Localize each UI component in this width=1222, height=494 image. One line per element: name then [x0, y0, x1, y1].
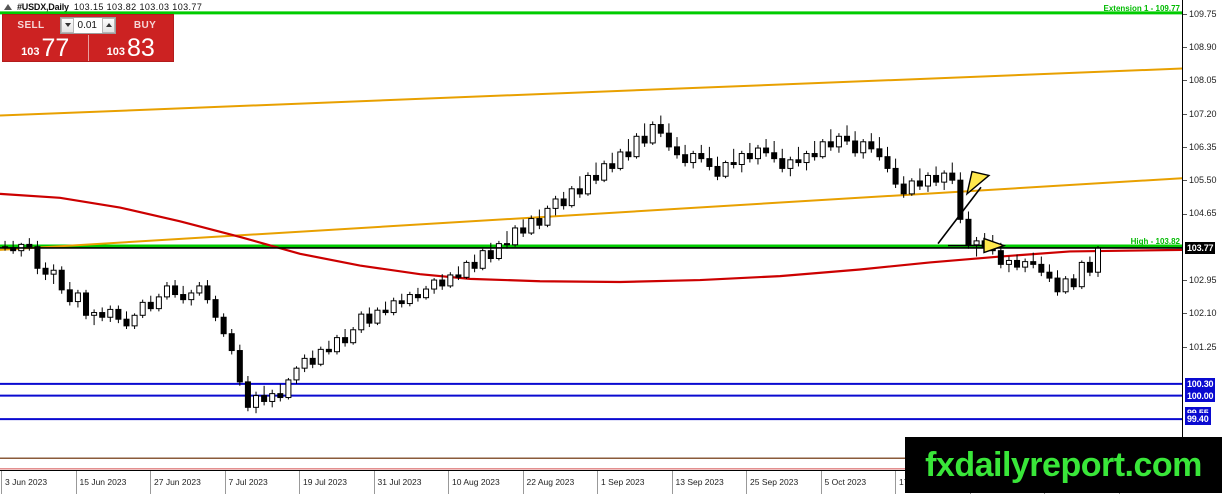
ohlc-values: 103.15 103.82 103.03 103.77: [73, 1, 203, 12]
price-tick: 104.65: [1183, 208, 1222, 218]
date-tick: 13 Sep 2023: [671, 471, 724, 494]
price-tag: 99.40: [1185, 413, 1211, 426]
buy-price-integer: 103: [106, 46, 126, 58]
price-axis[interactable]: 109.75 108.90 108.05 107.20 106.35 105.50 104.…: [1182, 0, 1222, 475]
price-tick: 102.95: [1183, 275, 1222, 285]
sell-button[interactable]: SELL: [17, 19, 45, 31]
one-click-trading-panel[interactable]: SELL 0.01 BUY 103 77 103 83: [2, 14, 174, 62]
date-tick: 15 Jun 2023: [75, 471, 126, 494]
price-tag: 100.00: [1185, 389, 1216, 402]
price-tag: 100.30: [1185, 377, 1216, 390]
price-tick: 109.75: [1183, 9, 1222, 19]
price-tag: 103.77: [1185, 241, 1216, 254]
date-tick: 1 Sep 2023: [597, 471, 644, 494]
price-tick: 108.05: [1183, 75, 1222, 85]
symbol-label: #USDX,Daily: [17, 1, 69, 12]
sell-price-fraction: 77: [41, 34, 70, 62]
watermark: fxdailyreport.com: [905, 437, 1222, 493]
caret-up-icon[interactable]: [102, 17, 115, 33]
price-tick: 106.35: [1183, 142, 1222, 152]
trade-panel-controls[interactable]: SELL 0.01 BUY: [3, 15, 173, 35]
date-tick: 31 Jul 2023: [373, 471, 421, 494]
date-tick: 7 Jul 2023: [224, 471, 268, 494]
buy-price[interactable]: 103 83: [89, 35, 174, 61]
level-label: High - 103.82: [1130, 236, 1180, 246]
price-chart-svg: [0, 11, 1182, 470]
date-tick: 25 Sep 2023: [746, 471, 798, 494]
caret-down-icon[interactable]: [61, 17, 74, 33]
trade-panel-prices: 103 77 103 83: [3, 35, 173, 61]
volume-stepper[interactable]: 0.01: [60, 16, 116, 34]
date-tick: 19 Jul 2023: [299, 471, 347, 494]
triangle-up-icon[interactable]: [4, 3, 12, 10]
date-tick: 3 Jun 2023: [1, 471, 47, 494]
date-tick: 22 Aug 2023: [522, 471, 574, 494]
sell-price-integer: 103: [21, 46, 40, 58]
date-tick: 5 Oct 2023: [820, 471, 866, 494]
level-label: Extension 1 - 109.77: [1103, 3, 1180, 13]
date-tick: 10 Aug 2023: [448, 471, 500, 494]
price-tick: 105.50: [1183, 175, 1222, 185]
price-tick: 107.20: [1183, 109, 1222, 119]
sell-price[interactable]: 103 77: [3, 35, 89, 61]
watermark-text: fxdailyreport.com: [925, 445, 1202, 484]
chart-titlebar: #USDX,Daily 103.15 103.82 103.03 103.77: [0, 0, 1222, 13]
price-tick: 108.90: [1183, 42, 1222, 52]
price-tick: 101.25: [1183, 342, 1222, 352]
price-tick: 102.10: [1183, 308, 1222, 318]
volume-value[interactable]: 0.01: [77, 19, 97, 31]
chart-plot-area[interactable]: [0, 0, 1182, 470]
buy-price-fraction: 83: [127, 34, 155, 62]
buy-button[interactable]: BUY: [133, 19, 157, 31]
date-tick: 27 Jun 2023: [150, 471, 201, 494]
